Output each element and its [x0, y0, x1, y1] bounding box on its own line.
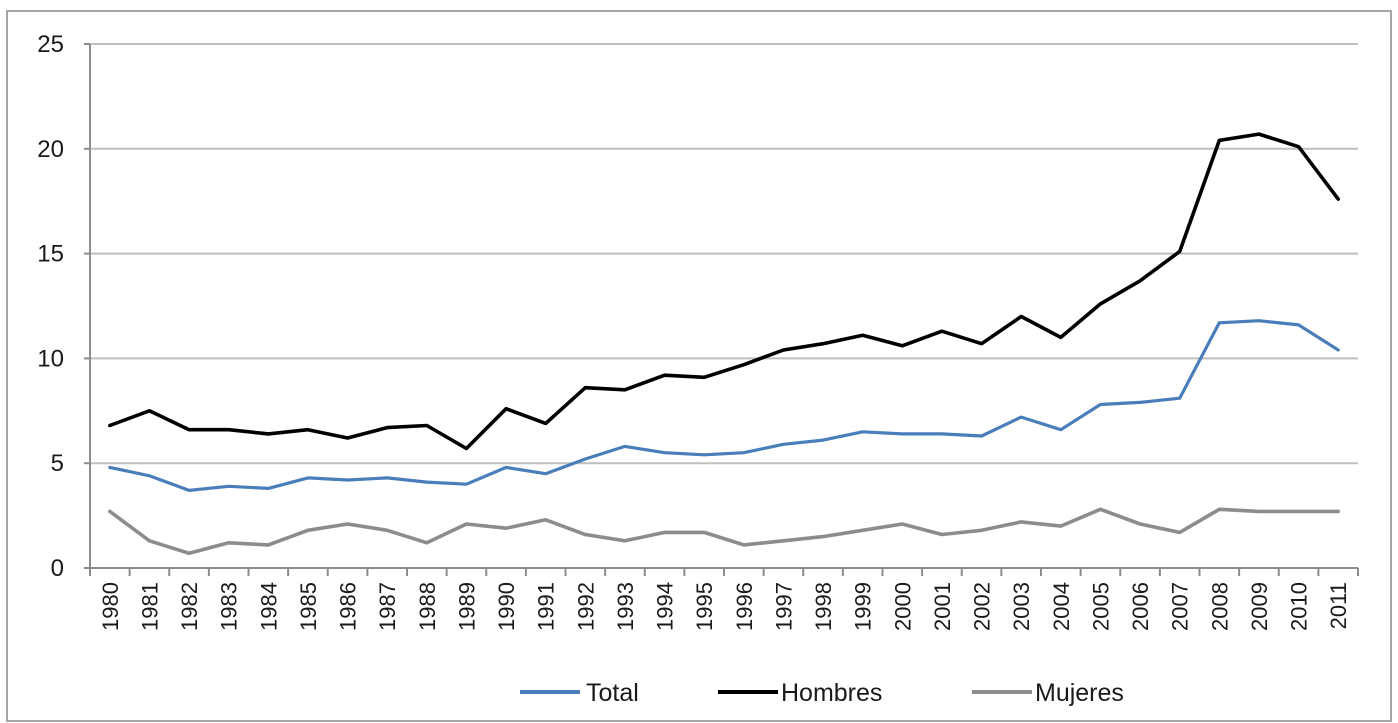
x-tick-label: 2005 — [1088, 582, 1113, 631]
x-tick-label: 1993 — [613, 582, 638, 631]
x-tick-label: 1999 — [851, 582, 876, 631]
y-tick-label: 25 — [37, 31, 64, 58]
x-tick-label: 1982 — [177, 582, 202, 631]
y-tick-label: 15 — [37, 241, 64, 268]
x-tick-label: 1980 — [98, 582, 123, 631]
x-tick-label: 1994 — [653, 582, 678, 631]
series-lines — [108, 132, 1340, 556]
series-line-total — [108, 319, 1340, 492]
x-tick-label: 1985 — [296, 582, 321, 631]
legend-item-total: Total — [520, 679, 639, 707]
series-line-mujeres — [108, 507, 1340, 556]
y-tick-label: 20 — [37, 136, 64, 163]
chart-frame — [6, 10, 1392, 722]
x-tick-label: 2003 — [1009, 582, 1034, 631]
x-tick-label: 1990 — [494, 582, 519, 631]
x-tick-label: 1989 — [454, 582, 479, 631]
legend-label: Mujeres — [1035, 679, 1124, 707]
x-tick-label: 1996 — [732, 582, 757, 631]
x-tick-label: 2007 — [1168, 582, 1193, 631]
x-tick-label: 1984 — [256, 582, 281, 631]
legend-item-mujeres: Mujeres — [972, 679, 1124, 707]
x-tick-label: 1998 — [811, 582, 836, 631]
gridlines — [90, 43, 1358, 465]
x-axis: 1980 1981 1982 1983 1984 1985 1986 1987 1988 1989… — [89, 567, 1359, 631]
legend-item-hombres: Hombres — [718, 679, 882, 707]
x-tick-label: 1987 — [375, 582, 400, 631]
x-tick-label: 1991 — [534, 582, 559, 631]
legend-label: Total — [586, 679, 639, 707]
y-tick-label: 10 — [37, 345, 64, 372]
legend-label: Hombres — [781, 679, 882, 707]
x-tick-label: 2006 — [1128, 582, 1153, 631]
x-tick-label: 2002 — [970, 582, 995, 631]
x-tick-label: 1986 — [336, 582, 361, 631]
x-tick-label: 1983 — [217, 582, 242, 631]
x-tick-label: 1997 — [771, 582, 796, 631]
x-tick-label: 2010 — [1287, 582, 1312, 631]
series-line-hombres — [108, 132, 1340, 451]
x-tick-label: 2004 — [1049, 582, 1074, 631]
x-tick-label: 1995 — [692, 582, 717, 631]
x-tick-label: 1981 — [137, 582, 162, 631]
y-tick-label: 0 — [51, 555, 64, 582]
x-tick-label: 2000 — [890, 582, 915, 631]
y-tick-label: 5 — [51, 450, 64, 477]
x-tick-label: 2008 — [1207, 582, 1232, 631]
x-tick-label: 1988 — [415, 582, 440, 631]
legend: Total Hombres Mujeres — [520, 679, 1124, 707]
x-tick-label: 2009 — [1247, 582, 1272, 631]
x-tick-label: 2001 — [930, 582, 955, 631]
x-tick-label: 1992 — [573, 582, 598, 631]
y-axis: 0 5 10 15 20 25 — [37, 31, 91, 582]
x-tick-label: 2011 — [1326, 582, 1351, 629]
